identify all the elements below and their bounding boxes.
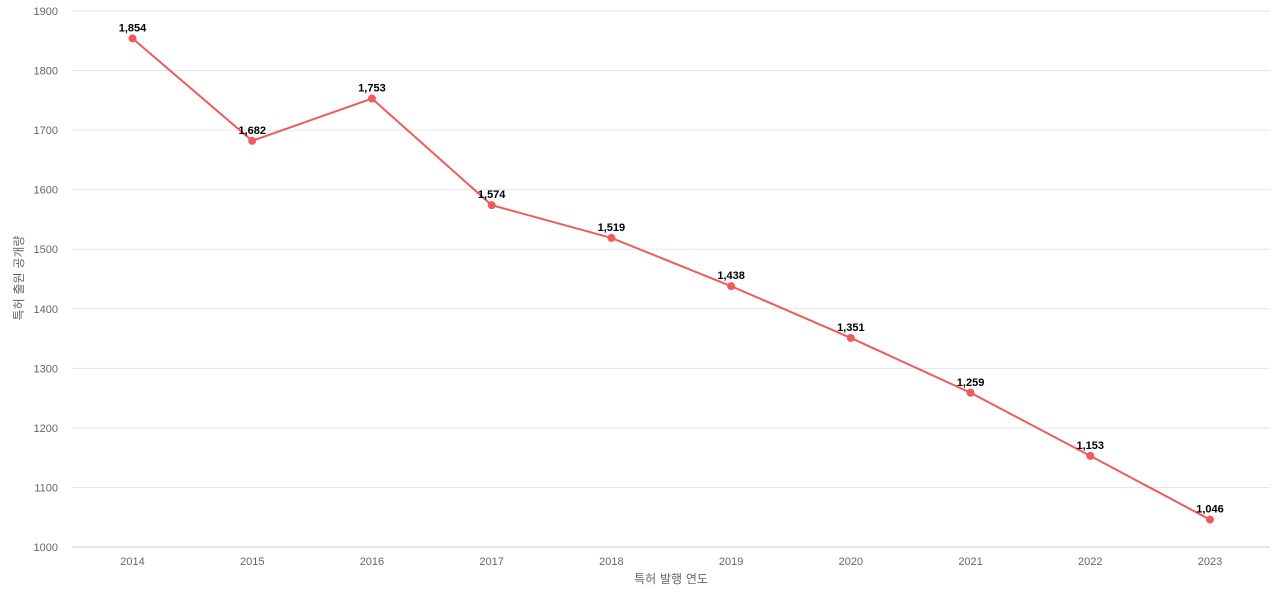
y-tick-label: 1200 <box>34 423 58 435</box>
x-tick-label: 2020 <box>839 556 863 568</box>
data-label: 1,046 <box>1196 504 1224 516</box>
y-axis-ticks: 1000 1100 1200 1300 1400 1500 1600 1700 1800 1900 <box>34 6 58 554</box>
x-tick-label: 2015 <box>240 556 264 568</box>
data-point <box>846 333 855 342</box>
data-label: 1,682 <box>238 125 266 137</box>
data-label: 1,753 <box>358 83 386 95</box>
y-tick-label: 1800 <box>34 66 58 78</box>
y-tick-label: 1500 <box>34 244 58 256</box>
data-point <box>1206 515 1214 524</box>
y-tick-label: 1100 <box>34 482 58 494</box>
data-label: 1,854 <box>119 22 147 34</box>
series-layer <box>128 34 1214 524</box>
x-tick-label: 2023 <box>1198 556 1222 568</box>
data-labels: 1,854 1,682 1,753 1,574 1,519 1,438 1,351 1,259… <box>119 22 1224 515</box>
data-point <box>248 136 257 145</box>
x-axis-ticks: 2014 2015 2016 2017 2018 2019 2020 2021 2022 2023 <box>120 556 1222 568</box>
gridlines <box>72 10 1270 548</box>
data-label: 1,519 <box>598 222 626 234</box>
y-tick-label: 1000 <box>34 542 58 554</box>
data-label: 1,438 <box>717 270 745 282</box>
y-tick-label: 1700 <box>34 125 58 137</box>
y-tick-label: 1300 <box>34 363 58 375</box>
y-tick-label: 1400 <box>34 304 58 316</box>
data-label: 1,259 <box>957 377 985 389</box>
x-axis-title: 특허 발행 연도 <box>634 571 708 586</box>
data-label: 1,153 <box>1077 440 1105 452</box>
y-axis-title: 특허 출원 공개량 <box>12 236 26 321</box>
y-tick-label: 1600 <box>34 185 58 197</box>
x-tick-label: 2019 <box>719 556 743 568</box>
x-tick-label: 2014 <box>120 556 144 568</box>
data-point <box>966 388 975 397</box>
data-point <box>367 94 376 103</box>
data-point <box>487 201 496 210</box>
data-point <box>1086 451 1095 460</box>
x-tick-label: 2022 <box>1078 556 1102 568</box>
y-tick-label: 1900 <box>34 6 58 18</box>
x-tick-label: 2016 <box>360 556 384 568</box>
data-point <box>727 282 736 291</box>
x-tick-label: 2017 <box>479 556 503 568</box>
data-label: 1,351 <box>837 322 865 334</box>
data-point <box>607 233 616 242</box>
series-line <box>131 37 1211 521</box>
data-label: 1,574 <box>478 189 506 201</box>
data-point <box>128 34 137 43</box>
x-tick-label: 2021 <box>958 556 982 568</box>
x-tick-label: 2018 <box>599 556 623 568</box>
